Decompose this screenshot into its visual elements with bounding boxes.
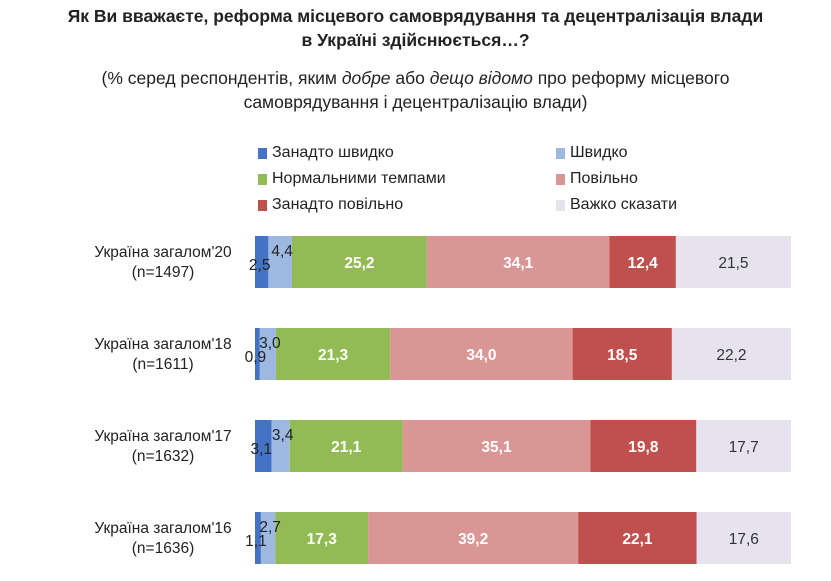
label-2018-slow: 34,0 [466, 347, 496, 364]
legend-label-too-slow: Занадто повільно [272, 196, 404, 213]
bar-2016-fast [260, 512, 276, 564]
bar-2020-normal-pace [291, 236, 427, 288]
row-label-2016-name: Україна загалом'16 [94, 520, 232, 537]
legend-label-too-fast: Занадто швидко [272, 144, 394, 161]
label-2016-normal-pace: 17,3 [307, 531, 338, 548]
legend-label-fast: Швидко [570, 144, 628, 161]
bar-2017-too-fast [255, 420, 272, 472]
row-label-2017: Україна загалом'17 (n=1632) [78, 427, 248, 467]
legend-swatch-too-slow [258, 199, 267, 211]
row-label-2018-name: Україна загалом'18 [94, 336, 232, 353]
legend-label-slow: Повільно [570, 170, 638, 187]
legend-swatch-hard-to-say [556, 199, 565, 211]
subtitle-line-1: (% серед респондентів, яким добре або де… [0, 66, 831, 90]
label-2020-normal-pace: 25,2 [344, 255, 374, 272]
label-2018-too-slow: 18,5 [607, 347, 638, 364]
subtitle-mid: або [390, 68, 430, 88]
legend-item-hard-to-say: Важко сказати [556, 195, 677, 215]
legend-swatch-slow [556, 173, 565, 185]
legend-item-fast: Швидко [556, 143, 628, 163]
row-label-2017-name: Україна загалом'17 [94, 428, 232, 445]
legend-swatch-normal-pace [258, 173, 267, 185]
bar-2018-slow [390, 328, 573, 380]
label-2017-too-fast: 3,1 [251, 441, 273, 458]
row-label-2020-n: (n=1497) [131, 264, 195, 281]
legend-item-normal-pace: Нормальними темпами [258, 169, 446, 189]
bar-2020-hard-to-say [675, 236, 791, 288]
subtitle-emphasis-2: дещо відомо [429, 68, 533, 88]
bar-2018-hard-to-say [671, 328, 791, 380]
bar-2016-slow [368, 512, 579, 564]
label-2017-slow: 35,1 [481, 439, 512, 456]
bar-2017-normal-pace [289, 420, 403, 472]
bar-2020-too-slow [609, 236, 676, 288]
bar-2016-hard-to-say [696, 512, 791, 564]
chart-subtitle: (% серед респондентів, яким добре або де… [0, 66, 831, 114]
bar-2018-fast [259, 328, 276, 380]
legend-label-normal-pace: Нормальними темпами [272, 170, 446, 187]
bar-2016-normal-pace [275, 512, 369, 564]
label-2020-hard-to-say: 21,5 [718, 255, 748, 272]
row-label-2020: Україна загалом'20 (n=1497) [78, 243, 248, 283]
label-2017-too-slow: 19,8 [628, 439, 659, 456]
bar-2016-too-fast [255, 512, 261, 564]
row-label-2016-n: (n=1636) [131, 540, 195, 557]
subtitle-emphasis-1: добре [341, 68, 391, 88]
bar-2020-fast [268, 236, 292, 288]
legend-label-hard-to-say: Важко сказати [570, 196, 678, 213]
label-2018-fast: 3,0 [259, 335, 281, 352]
bar-2020-too-fast [255, 236, 269, 288]
label-2016-too-fast: 1,1 [245, 533, 267, 550]
label-2016-too-slow: 22,1 [622, 531, 653, 548]
label-2020-fast: 4,4 [271, 243, 293, 260]
legend-swatch-too-fast [258, 147, 267, 159]
legend-swatch-fast [556, 147, 565, 159]
label-2016-fast: 2,7 [259, 519, 281, 536]
bar-2018-too-slow [572, 328, 672, 380]
bar-2020-slow [426, 236, 610, 288]
row-label-2018: Україна загалом'18 (n=1611) [78, 335, 248, 375]
row-label-2020-name: Україна загалом'20 [94, 244, 232, 261]
label-2018-hard-to-say: 22,2 [716, 347, 746, 364]
label-2018-normal-pace: 21,3 [318, 347, 349, 364]
bar-2017-hard-to-say [696, 420, 791, 472]
bar-2017-slow [402, 420, 591, 472]
chart-title-line-2: в Україні здійснюється…? [301, 30, 530, 50]
label-2020-too-fast: 2,5 [249, 257, 271, 274]
label-2018-too-fast: 0,9 [245, 349, 267, 366]
row-label-2016: Україна загалом'16 (n=1636) [78, 519, 248, 559]
legend-item-too-fast: Занадто швидко [258, 143, 394, 163]
label-2017-fast: 3,4 [272, 427, 294, 444]
chart-title-line-1: Як Ви вважаєте, реформа місцевого самовр… [67, 6, 764, 26]
label-2020-too-slow: 12,4 [628, 255, 659, 272]
subtitle-line-2: самоврядування і децентралізацію влади) [243, 92, 588, 112]
bar-2018-too-fast [255, 328, 260, 380]
bar-2017-too-slow [590, 420, 697, 472]
label-2017-normal-pace: 21,1 [331, 439, 362, 456]
chart-title: Як Ви вважаєте, реформа місцевого самовр… [0, 4, 831, 52]
bar-2016-too-slow [578, 512, 697, 564]
label-2020-slow: 34,1 [503, 255, 534, 272]
legend-item-slow: Повільно [556, 169, 638, 189]
bar-2017-fast [271, 420, 290, 472]
legend-item-too-slow: Занадто повільно [258, 195, 403, 215]
row-label-2018-n: (n=1611) [132, 356, 194, 373]
label-2016-slow: 39,2 [458, 531, 488, 548]
subtitle-pre: (% серед респондентів, яким [101, 68, 342, 88]
row-label-2017-n: (n=1632) [131, 448, 195, 465]
label-2017-hard-to-say: 17,7 [729, 439, 759, 456]
subtitle-post: про реформу місцевого [532, 68, 730, 88]
label-2016-hard-to-say: 17,6 [729, 531, 759, 548]
bar-2018-normal-pace [275, 328, 391, 380]
